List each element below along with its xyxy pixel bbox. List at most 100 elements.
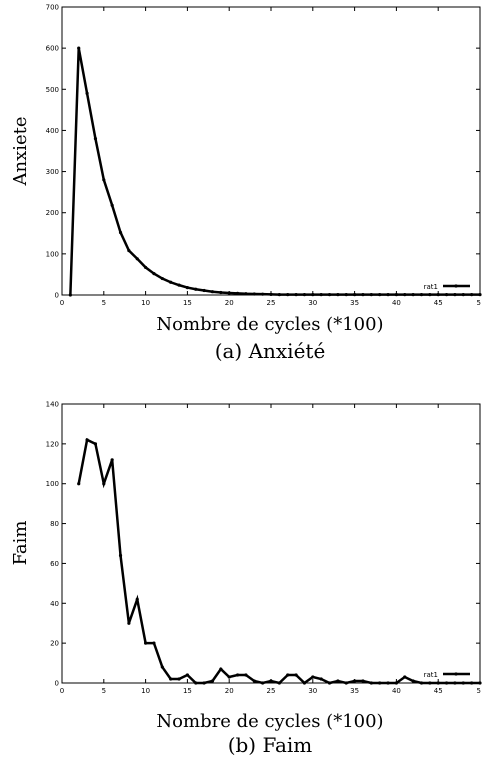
data-point-a: [152, 272, 155, 275]
data-point-b: [186, 673, 189, 676]
data-point-a: [94, 137, 97, 140]
data-point-a: [336, 293, 339, 296]
data-point-a: [370, 293, 373, 296]
data-point-b: [169, 677, 172, 680]
x-tick-label-a: 0: [60, 299, 64, 307]
data-point-b: [462, 681, 465, 684]
x-tick-label-b: 40: [392, 687, 401, 695]
data-point-b: [228, 675, 231, 678]
data-point-b: [85, 438, 88, 441]
data-point-a: [169, 281, 172, 284]
x-tick-label-b: 35: [350, 687, 359, 695]
data-point-a: [286, 293, 289, 296]
data-point-a: [328, 293, 331, 296]
data-point-a: [428, 293, 431, 296]
data-point-b: [428, 681, 431, 684]
caption-b: (b) Faim: [228, 733, 313, 757]
data-point-b: [211, 679, 214, 682]
data-point-b: [194, 681, 197, 684]
data-point-b: [244, 673, 247, 676]
data-point-a: [412, 293, 415, 296]
data-point-b: [94, 442, 97, 445]
data-point-a: [395, 293, 398, 296]
data-point-b: [386, 681, 389, 684]
x-tick-label-a: 25: [267, 299, 276, 307]
y-tick-label-a: 100: [46, 250, 59, 258]
y-tick-label-a: 200: [46, 209, 59, 217]
data-point-b: [420, 681, 423, 684]
data-point-b: [102, 482, 105, 485]
data-point-b: [253, 679, 256, 682]
panel-anxiety: 0 100 200 300 400 500 600 700 0 5 10 15 20 25 30 35 40 45…: [10, 4, 482, 364]
data-point-a: [269, 293, 272, 296]
x-tick-label-a: 30: [308, 299, 317, 307]
data-point-a: [161, 277, 164, 280]
y-tick-label-b: 100: [46, 480, 59, 488]
data-point-b: [111, 458, 114, 461]
data-point-a: [361, 293, 364, 296]
x-tick-label-a: 15: [183, 299, 192, 307]
data-point-b: [470, 681, 473, 684]
data-point-b: [412, 679, 415, 682]
data-point-a: [470, 293, 473, 296]
data-point-b: [395, 681, 398, 684]
x-tick-label-a: 5: [477, 299, 481, 307]
y-axis-label-a: Anxiete: [10, 116, 31, 186]
data-point-a: [261, 293, 264, 296]
caption-a: (a) Anxiété: [215, 339, 326, 363]
x-tick-label-b: 5: [477, 687, 481, 695]
x-axis-label-b: Nombre de cycles (*100): [156, 711, 383, 732]
legend-label-rat1-a: rat1: [424, 283, 438, 291]
data-point-b: [361, 679, 364, 682]
y-tick-label-a: 300: [46, 168, 59, 176]
data-point-a: [77, 47, 80, 50]
x-tick-label-a: 5: [102, 299, 106, 307]
data-point-a: [345, 293, 348, 296]
data-point-b: [286, 673, 289, 676]
y-tick-label-b: 120: [46, 440, 59, 448]
data-point-a: [311, 293, 314, 296]
data-point-a: [85, 92, 88, 95]
y-tick-label-a: 600: [46, 45, 59, 53]
data-point-b: [278, 681, 281, 684]
data-point-b: [294, 673, 297, 676]
data-point-a: [177, 284, 180, 287]
legend-a: rat1: [424, 283, 470, 291]
data-point-b: [328, 681, 331, 684]
x-tick-label-b: 20: [225, 687, 234, 695]
data-point-b: [127, 622, 130, 625]
data-point-a: [294, 293, 297, 296]
x-tick-label-b: 0: [60, 687, 64, 695]
data-point-a: [320, 293, 323, 296]
x-tick-label-a: 20: [225, 299, 234, 307]
y-tick-label-a: 500: [46, 86, 59, 94]
series-rat1-hunger: [77, 438, 481, 684]
data-point-b: [378, 681, 381, 684]
data-point-a: [203, 289, 206, 292]
data-point-b: [177, 677, 180, 680]
data-point-a: [236, 292, 239, 295]
x-tick-label-b: 10: [141, 687, 150, 695]
data-point-b: [219, 667, 222, 670]
series-line-rat1-b: [79, 440, 480, 683]
y-tick-label-b: 140: [46, 401, 59, 409]
data-point-a: [386, 293, 389, 296]
data-point-a: [253, 292, 256, 295]
data-point-b: [445, 681, 448, 684]
data-point-b: [320, 677, 323, 680]
x-axis-label-a: Nombre de cycles (*100): [156, 314, 383, 335]
series-rat1-anxiety: [69, 47, 482, 297]
data-point-a: [219, 291, 222, 294]
y-tick-label-b: 60: [50, 560, 59, 568]
data-point-b: [236, 673, 239, 676]
data-point-b: [403, 675, 406, 678]
y-tick-label-b: 40: [50, 600, 59, 608]
data-point-b: [453, 681, 456, 684]
data-point-b: [353, 679, 356, 682]
data-point-a: [278, 293, 281, 296]
axis-ticks-a: 0 100 200 300 400 500 600 700 0 5 10 15 20 25 30 35 40 45…: [46, 4, 481, 308]
y-tick-label-b: 20: [50, 640, 59, 648]
data-point-b: [203, 681, 206, 684]
data-point-a: [453, 293, 456, 296]
